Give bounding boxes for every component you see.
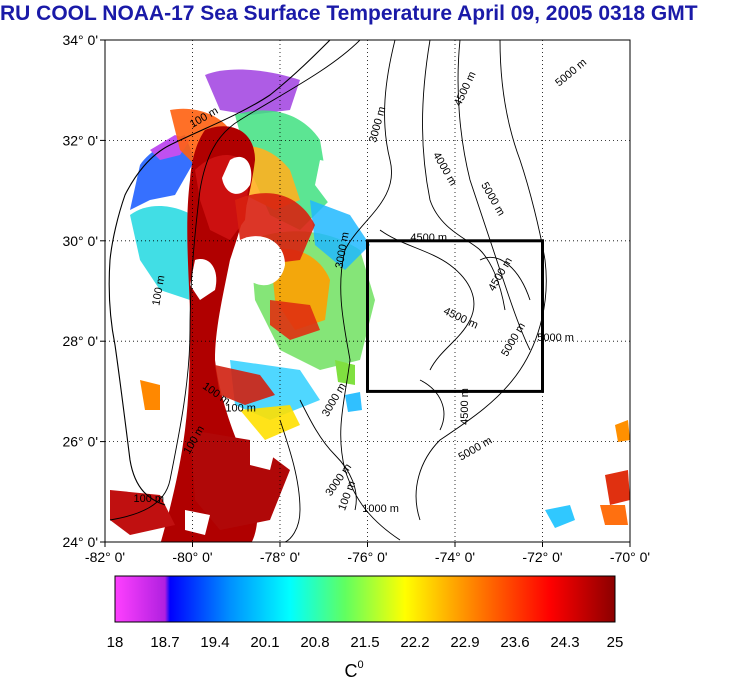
contour-label: 4500 m bbox=[459, 388, 471, 425]
colorbar: 18 18.7 19.4 20.1 20.8 21.5 22.2 22.9 23.6 24.3 25… bbox=[107, 575, 624, 680]
contour-label: 1000 m bbox=[362, 503, 399, 515]
lat-tick-label: 28° 0' bbox=[62, 333, 98, 349]
contour-label: 100 m bbox=[150, 274, 167, 306]
colorbar-tick-label: 20.1 bbox=[250, 634, 279, 651]
contour-label: 100 m bbox=[133, 493, 164, 505]
longitude-axis: -82° 0' -80° 0' -78° 0' -76° 0' -74° 0' -72° … bbox=[85, 542, 650, 565]
colorbar-tick-label: 24.3 bbox=[550, 634, 579, 651]
study-area-box bbox=[366, 239, 544, 393]
colorbar-tick-label: 19.4 bbox=[200, 634, 229, 651]
colorbar-tick-label: 23.6 bbox=[500, 634, 529, 651]
lat-tick-label: 32° 0' bbox=[62, 132, 98, 148]
lon-tick-label: -76° 0' bbox=[347, 549, 387, 565]
contour-label: 5000 m bbox=[537, 332, 574, 344]
lon-tick-label: -74° 0' bbox=[435, 549, 475, 565]
chart-title: RU COOL NOAA-17 Sea Surface Temperature … bbox=[0, 2, 698, 25]
colorbar-tick-label: 22.9 bbox=[450, 634, 479, 651]
lon-tick-label: -70° 0' bbox=[610, 549, 650, 565]
lon-tick-label: -72° 0' bbox=[522, 549, 562, 565]
sst-imagery bbox=[110, 69, 630, 542]
colorbar-tick-label: 25 bbox=[607, 634, 624, 651]
latitude-axis: 34° 0' 32° 0' 30° 0' 28° 0' 26° 0' 24° 0' bbox=[62, 32, 105, 550]
lat-tick-label: 26° 0' bbox=[62, 434, 98, 450]
lon-tick-label: -80° 0' bbox=[172, 549, 212, 565]
colorbar-tick-label: 22.2 bbox=[400, 634, 429, 651]
lon-tick-label: -82° 0' bbox=[85, 549, 125, 565]
lat-tick-label: 30° 0' bbox=[62, 233, 98, 249]
lon-tick-label: -78° 0' bbox=[260, 549, 300, 565]
lat-tick-label: 34° 0' bbox=[62, 32, 98, 48]
colorbar-tick-label: 20.8 bbox=[300, 634, 329, 651]
colorbar-unit-label: C0 bbox=[344, 659, 363, 680]
lat-tick-label: 24° 0' bbox=[62, 534, 98, 550]
colorbar-tick-label: 21.5 bbox=[350, 634, 379, 651]
colorbar-ramp bbox=[114, 575, 616, 623]
contour-label: 100 m bbox=[225, 402, 256, 414]
colorbar-tick-label: 18 bbox=[107, 634, 124, 651]
colorbar-tick-label: 18.7 bbox=[150, 634, 179, 651]
colorbar-tick-labels: 18 18.7 19.4 20.1 20.8 21.5 22.2 22.9 23.6 24.3 25 bbox=[107, 634, 624, 651]
